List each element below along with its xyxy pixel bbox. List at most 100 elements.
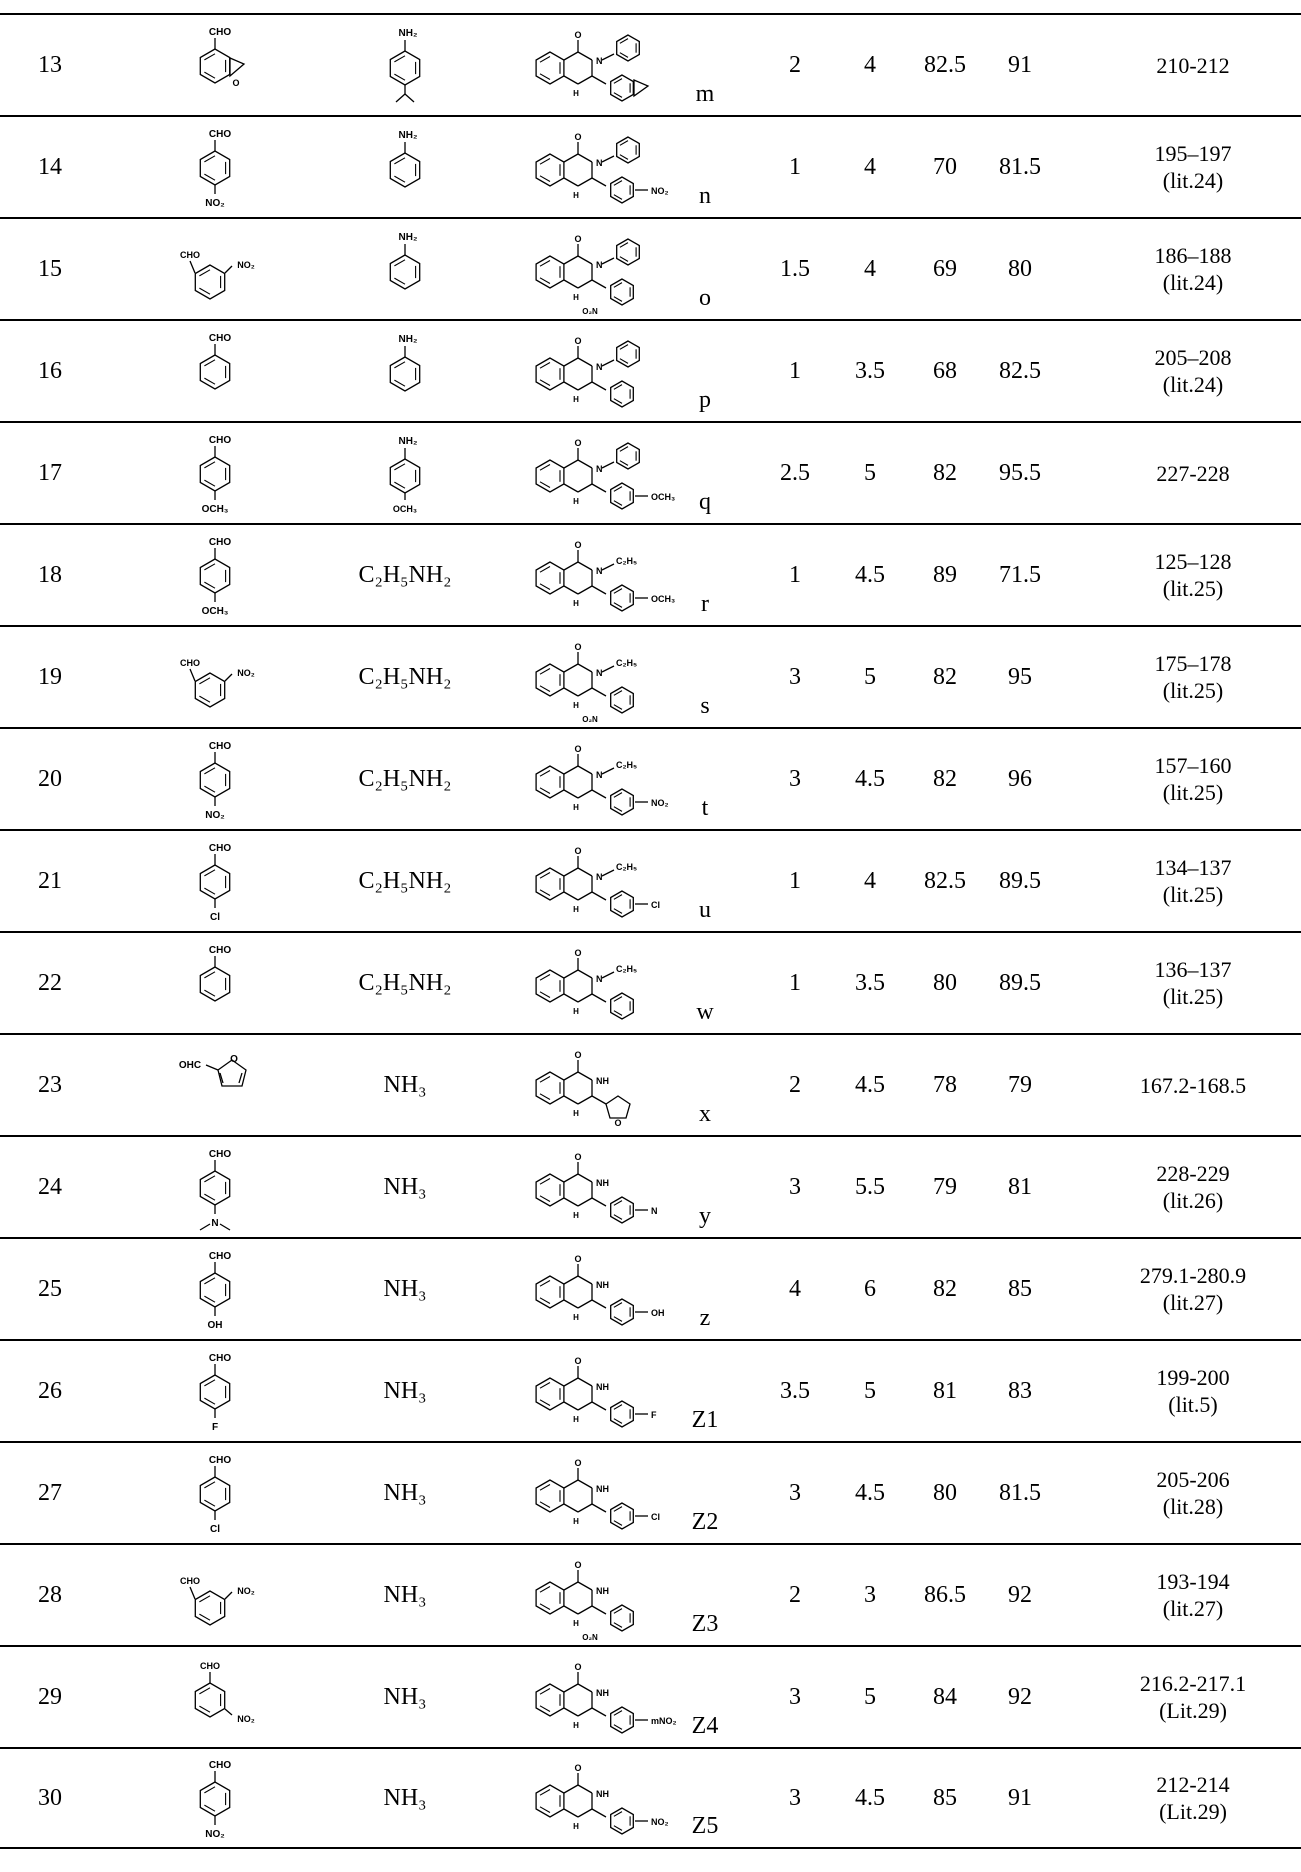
mp-value: 216.2-217.1 xyxy=(1139,1671,1247,1696)
product-structure: O NH H F xyxy=(535,1356,657,1428)
mp-value: 167.2-168.5 xyxy=(1139,1072,1247,1098)
yield-1: 68 xyxy=(933,357,957,384)
melting-point: 210-212 xyxy=(1085,15,1301,115)
mp-reference: (lit.25) xyxy=(1162,780,1224,805)
svg-text:OCH₃: OCH₃ xyxy=(651,594,675,604)
yield-2: 81.5 xyxy=(999,153,1041,180)
time-1: 1.5 xyxy=(780,255,810,282)
aldehyde-cell: CHO NO₂ xyxy=(115,219,315,319)
time-2: 4 xyxy=(864,255,876,282)
yield-1: 81 xyxy=(933,1377,957,1404)
svg-text:H: H xyxy=(573,1313,579,1322)
amine-structure: NH₂ xyxy=(389,334,421,392)
product-structure: O N H C₂H₅ Cl xyxy=(535,846,660,918)
yield-2: 92 xyxy=(1008,1683,1032,1710)
svg-text:mNO₂: mNO₂ xyxy=(651,1716,677,1726)
amine-cell: NH₃ xyxy=(383,1784,427,1811)
svg-text:H: H xyxy=(573,803,579,812)
table-row: 14 CHO NO₂ NH₂ O N H NO₂ n 1 4 70 81.5 195–197 (lit.24… xyxy=(0,115,1301,217)
product-structure: O N H NO₂ xyxy=(535,132,669,204)
svg-text:O₂N: O₂N xyxy=(582,715,598,724)
svg-text:CHO: CHO xyxy=(209,843,231,854)
svg-text:O: O xyxy=(574,642,581,652)
yield-2: 91 xyxy=(1008,51,1032,78)
table-row: 22 CHO C₂H₅NH₂ O N H C₂H₅ w 1 3.5 80 89.5 136–137 (li… xyxy=(0,931,1301,1033)
yield-2: 91 xyxy=(1008,1784,1032,1811)
svg-text:H: H xyxy=(573,1517,579,1526)
amine-cell: C₂H₅NH₂ xyxy=(358,867,452,894)
svg-text:O: O xyxy=(574,1050,581,1060)
svg-text:NH: NH xyxy=(596,1178,609,1188)
svg-text:O: O xyxy=(574,132,581,142)
svg-text:NH: NH xyxy=(596,1382,609,1392)
aldehyde-structure: CHO NO₂ xyxy=(180,250,255,300)
amine-cell: C₂H₅NH₂ xyxy=(358,969,452,996)
mp-reference: (lit.25) xyxy=(1162,576,1224,601)
svg-text:H: H xyxy=(573,1109,579,1118)
aldehyde-cell: CHO NO₂ xyxy=(115,729,315,829)
product-label: x xyxy=(699,1101,711,1127)
svg-text:H: H xyxy=(573,701,579,710)
time-2: 3 xyxy=(864,1581,876,1608)
product-label: r xyxy=(701,591,709,617)
yield-2: 80 xyxy=(1008,255,1032,282)
product-label: t xyxy=(701,795,709,821)
aldehyde-structure: CHO F xyxy=(199,1353,231,1433)
yield-1: 82 xyxy=(933,459,957,486)
product-label: Z5 xyxy=(691,1813,719,1840)
product-cell: O NH H OH xyxy=(505,1239,745,1339)
svg-text:N: N xyxy=(211,1218,218,1229)
svg-text:N: N xyxy=(596,362,603,372)
melting-point: 157–160 (lit.25) xyxy=(1085,729,1301,829)
product-label: Z2 xyxy=(691,1509,719,1535)
entry-number: 21 xyxy=(38,867,62,894)
mp-value: 125–128 xyxy=(1154,549,1232,574)
entry-number: 13 xyxy=(38,51,62,78)
time-1: 3 xyxy=(789,1173,801,1200)
table-row: 30 CHO NO₂ NH₃ O NH H NO₂ Z5 3 4.5 85 91 212-214 (Lit.… xyxy=(0,1747,1301,1849)
aldehyde-cell: CHO Cl xyxy=(115,1443,315,1543)
mp-value: 279.1-280.9 xyxy=(1139,1263,1247,1288)
yield-1: 80 xyxy=(933,1479,957,1506)
aldehyde-cell: CHO NO₂ xyxy=(115,1647,315,1747)
svg-text:O: O xyxy=(574,948,581,958)
amine-structure: NH₂ OCH₃ xyxy=(389,436,421,514)
aldehyde-cell: CHO F xyxy=(115,1341,315,1441)
yield-1: 85 xyxy=(933,1784,957,1811)
table-row: 21 CHO Cl C₂H₅NH₂ O N H C₂H₅ Cl u 1 4 82.5 89.5 134–13… xyxy=(0,829,1301,931)
yield-1: 69 xyxy=(933,255,957,282)
svg-text:OH: OH xyxy=(208,1320,223,1331)
yield-1: 82 xyxy=(933,1275,957,1302)
table-row: 17 CHO OCH₃ NH₂ OCH₃ O N H OCH₃ q 2.5 5 82 95.5 227-22… xyxy=(0,421,1301,523)
product-label: n xyxy=(699,183,711,209)
svg-text:NO₂: NO₂ xyxy=(651,1817,669,1827)
product-label: p xyxy=(699,387,711,413)
svg-text:O: O xyxy=(574,1560,581,1570)
table-row: 18 CHO OCH₃ C₂H₅NH₂ O N H C₂H₅ OCH₃ r 1 4.5 89 71.5 12… xyxy=(0,523,1301,625)
product-structure: O N H xyxy=(535,30,650,102)
product-cell: O N H OCH₃ xyxy=(505,423,745,523)
time-1: 2 xyxy=(789,1581,801,1608)
product-label: z xyxy=(699,1305,711,1331)
svg-text:O: O xyxy=(574,1763,581,1773)
svg-text:NO₂: NO₂ xyxy=(237,1714,255,1724)
svg-text:NH₂: NH₂ xyxy=(399,130,418,141)
svg-text:N: N xyxy=(596,872,603,882)
mp-value: 134–137 xyxy=(1154,855,1232,880)
time-2: 6 xyxy=(864,1275,876,1302)
aldehyde-structure: CHO NO₂ xyxy=(180,1576,255,1626)
aldehyde-cell: OHC O xyxy=(115,1035,315,1135)
yield-2: 92 xyxy=(1008,1581,1032,1608)
product-structure: O N H C₂H₅ O₂N xyxy=(535,642,637,724)
product-cell: O NH H Cl xyxy=(505,1443,745,1543)
mp-value: 227-228 xyxy=(1156,460,1230,486)
product-cell: O NH H NO₂ xyxy=(505,1749,745,1847)
svg-text:O: O xyxy=(574,438,581,448)
amine-cell: NH₃ xyxy=(383,1071,427,1098)
mp-reference: (lit.24) xyxy=(1162,372,1224,397)
product-structure: O NH H O xyxy=(535,1050,631,1128)
svg-text:NH₂: NH₂ xyxy=(399,334,418,345)
svg-text:CHO: CHO xyxy=(209,945,231,956)
time-2: 4 xyxy=(864,153,876,180)
